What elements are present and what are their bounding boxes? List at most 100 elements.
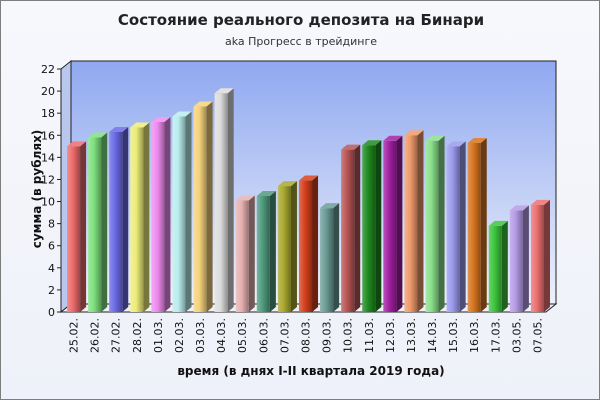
x-tick-label: 17.03. xyxy=(489,318,502,353)
bar-front xyxy=(425,140,439,312)
bar-side xyxy=(164,117,171,312)
x-tick-label: 26.02. xyxy=(89,318,102,353)
bar-top xyxy=(298,175,319,181)
bar-front xyxy=(320,208,334,312)
bar-side xyxy=(290,181,297,312)
bar-top xyxy=(193,101,213,107)
x-tick-label: 16.03. xyxy=(468,318,481,353)
y-tick-label: 4 xyxy=(48,262,55,275)
bar-front xyxy=(151,122,165,312)
bar xyxy=(530,199,550,312)
bar-front xyxy=(172,116,186,312)
bar-side xyxy=(501,220,508,312)
bar-top xyxy=(109,126,129,132)
bar-side xyxy=(354,144,361,312)
bar-top xyxy=(488,220,508,226)
x-tick-label: 12.03. xyxy=(384,318,397,353)
bar xyxy=(446,141,466,312)
bar-top xyxy=(151,117,171,123)
x-tick-label: 02.03. xyxy=(173,318,186,353)
x-tick-label: 04.03. xyxy=(215,318,228,353)
x-tick-label: 28.02. xyxy=(131,318,144,353)
bar-front xyxy=(488,225,502,312)
bar-side xyxy=(269,191,276,312)
bar-front xyxy=(341,149,355,312)
bar-top xyxy=(277,181,297,187)
x-tick-label: 11.03. xyxy=(363,318,376,353)
x-tick-label: 13.03. xyxy=(405,318,418,353)
bar-side xyxy=(417,130,424,312)
y-tick-label: 10 xyxy=(41,196,55,209)
bar-top xyxy=(425,135,445,141)
bar-front xyxy=(530,204,544,312)
bar-front xyxy=(298,180,313,312)
bar xyxy=(383,135,403,312)
bar-front xyxy=(404,135,418,312)
x-tick-label: 09.03. xyxy=(321,318,334,353)
bar-side xyxy=(248,195,255,312)
y-tick-label: 12 xyxy=(41,173,55,186)
y-tick-label: 22 xyxy=(41,63,55,76)
bar-front xyxy=(88,137,102,312)
x-axis-label: время (в днях I-II квартала 2019 года) xyxy=(177,364,444,378)
y-tick-label: 18 xyxy=(41,107,55,120)
bar-side xyxy=(80,141,87,312)
bar-side xyxy=(375,140,382,312)
bar xyxy=(67,141,87,312)
bar-front xyxy=(446,146,460,312)
bar-top xyxy=(446,141,466,147)
y-tick-label: 6 xyxy=(48,240,55,253)
bar-front xyxy=(362,145,376,312)
x-tick-label: 14.03. xyxy=(426,318,439,353)
bar-top xyxy=(88,132,108,138)
bar xyxy=(256,191,276,312)
bar-front xyxy=(109,131,123,312)
bar-side xyxy=(143,122,150,312)
bar xyxy=(467,138,487,312)
bar-top xyxy=(404,130,424,136)
x-tick-label: 07.05. xyxy=(531,318,544,353)
bar xyxy=(172,111,192,312)
bar-top xyxy=(214,88,234,94)
bar-front xyxy=(467,143,481,312)
x-tick-label: 03.05. xyxy=(510,318,523,353)
bar-top xyxy=(235,195,255,201)
x-tick-label: 03.03. xyxy=(194,318,207,353)
x-tick-label: 10.03. xyxy=(342,318,355,353)
bar-side xyxy=(206,101,213,313)
bar-top xyxy=(67,141,87,147)
x-tick-label: 06.03. xyxy=(257,318,270,353)
bar-front xyxy=(130,127,144,312)
bar xyxy=(193,101,213,313)
y-tick-label: 2 xyxy=(48,284,55,297)
y-tick-label: 14 xyxy=(41,151,55,164)
bar-top xyxy=(530,199,550,205)
bar-side xyxy=(522,205,529,312)
bar-side xyxy=(459,141,466,312)
bar-side xyxy=(227,88,234,312)
bar xyxy=(509,205,529,312)
bar-front xyxy=(277,186,291,312)
x-tick-label: 01.03. xyxy=(152,318,165,353)
bar xyxy=(404,130,424,312)
bar-top xyxy=(341,144,361,150)
y-tick-label: 20 xyxy=(41,85,55,98)
bar-top xyxy=(509,205,529,211)
x-tick-label: 25.02. xyxy=(68,318,81,353)
bar xyxy=(425,135,445,312)
x-tick-label: 27.02. xyxy=(110,318,123,353)
x-tick-label: 07.03. xyxy=(278,318,291,353)
bar-side xyxy=(333,203,340,312)
bar-top xyxy=(256,191,276,197)
bar-side xyxy=(543,199,550,312)
bar xyxy=(362,140,382,312)
bar-front xyxy=(67,146,81,312)
bar-top xyxy=(383,135,403,141)
bar-front xyxy=(235,200,249,312)
bar xyxy=(298,175,319,312)
y-tick-label: 8 xyxy=(48,218,55,231)
bar xyxy=(109,126,129,312)
bar-top xyxy=(467,138,487,144)
